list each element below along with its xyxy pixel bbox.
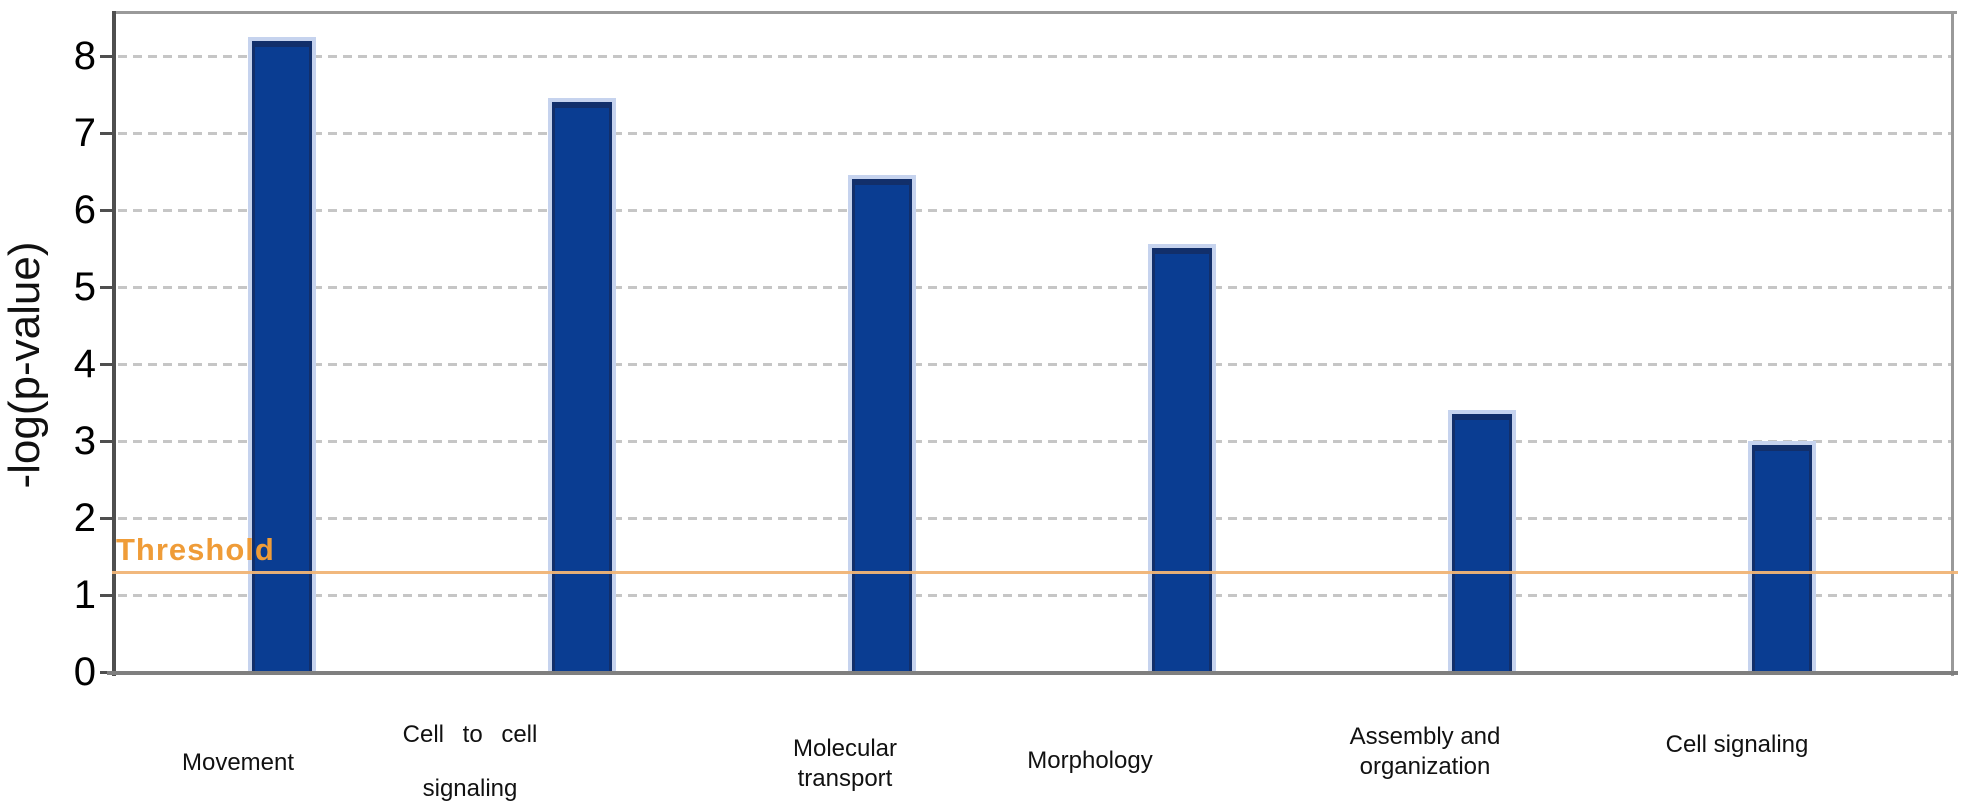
category-label-line: signaling [422,775,518,802]
gridline [118,132,1952,135]
bar-fill [552,102,612,672]
y-tick-mark [100,132,114,135]
bar [548,98,616,672]
y-tick-label: 6 [73,188,96,232]
y-tick-label: 8 [73,34,96,78]
bar [1748,441,1816,672]
y-tick-label: 3 [73,419,96,463]
gridline [118,594,1952,597]
y-tick-mark [100,209,114,212]
threshold-line [112,570,1958,574]
y-tick-label: 5 [73,265,96,309]
bar-fill [852,179,912,672]
gridline [118,55,1952,58]
gridline [118,286,1952,289]
category-label: Assembly and organization [1350,722,1501,782]
bar [1448,410,1516,672]
bar-fill [1452,414,1512,672]
bar-fill [1752,445,1812,672]
category-label-line: Assembly and [1349,723,1501,750]
bar-fill [1152,248,1212,672]
y-tick-label: 4 [73,342,96,386]
bar [248,37,316,672]
y-tick-label: 1 [73,573,96,617]
gridline [118,440,1952,443]
y-tick-label: 0 [73,650,96,694]
category-label-line: Morphology [1027,747,1153,774]
threshold-label: Threshold [116,532,275,567]
bar-fill [252,41,312,672]
y-tick-mark [100,363,114,366]
category-label: Cell signaling [1666,730,1809,760]
y-tick-mark [100,55,114,58]
bar [848,175,916,672]
y-tick-label: 7 [73,111,96,155]
category-label: Movement [182,748,294,778]
plot-border-top [112,11,1957,14]
plot-border-right [1951,11,1954,676]
category-label-line: Cell signaling [1665,731,1809,758]
gridline [118,363,1952,366]
category-label-line: Cell to cell [402,721,538,748]
gridline [118,517,1952,520]
gridline [118,209,1952,212]
y-tick-mark [100,517,114,520]
category-label-line: Movement [181,749,295,776]
y-tick-label: 2 [73,496,96,540]
y-tick-mark [100,286,114,289]
y-axis-line [112,11,116,676]
category-label: Molecular transport [793,734,897,794]
y-tick-mark [100,440,114,443]
bar [1148,244,1216,672]
category-label-line: organization [1359,753,1491,780]
category-label: Cell to cell signaling [403,720,538,804]
y-tick-mark [100,594,114,597]
category-label-line: Molecular [792,735,898,762]
x-axis-line [107,671,1958,675]
category-label: Morphology [1027,746,1152,776]
category-label-line: transport [797,765,893,792]
